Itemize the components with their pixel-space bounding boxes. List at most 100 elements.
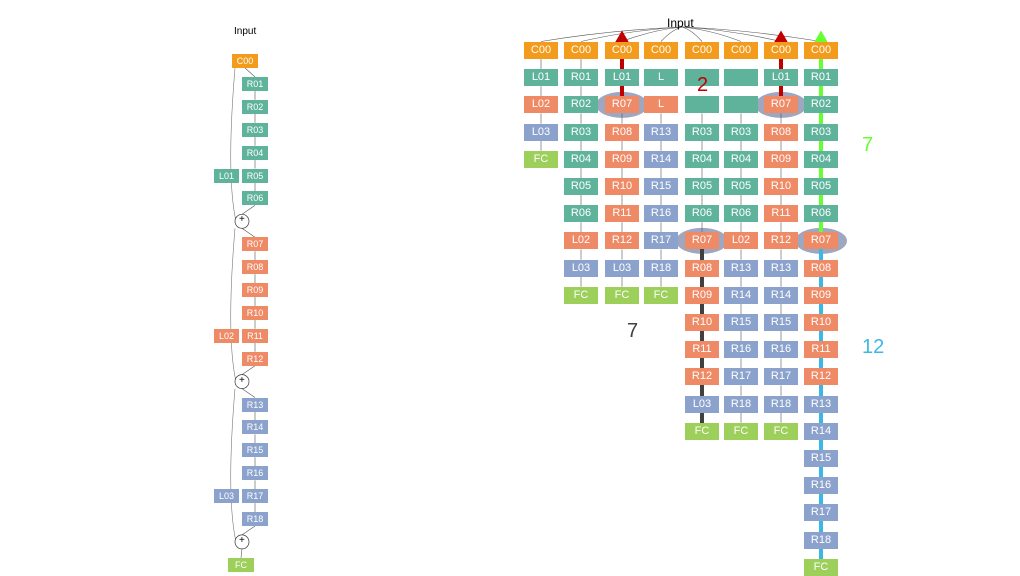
right-input-label: Input	[667, 16, 694, 30]
block-blank	[685, 69, 719, 87]
block-fc: FC	[804, 558, 838, 576]
input-fan-line	[681, 26, 822, 42]
left-block-r02: R02	[242, 99, 268, 114]
left-sum-node	[234, 213, 250, 229]
block-r06: R06	[724, 205, 758, 223]
left-skip-connector	[230, 228, 237, 382]
left-block-r08: R08	[242, 260, 268, 275]
left-block-r05: R05	[242, 168, 268, 183]
left-connector	[241, 388, 256, 398]
left-side-block-l02: L02	[214, 328, 239, 343]
input-fan-line	[660, 26, 683, 42]
left-skip-connector	[230, 67, 237, 222]
block-fc: FC	[605, 286, 639, 304]
block-r09: R09	[605, 150, 639, 168]
left-block-r18: R18	[242, 512, 268, 526]
left-block-r11: R11	[242, 328, 268, 343]
block-c00: C00	[644, 42, 678, 59]
left-sum-node	[234, 374, 250, 389]
left-block-r16: R16	[242, 466, 268, 481]
block-l: L	[644, 69, 678, 87]
block-r13: R13	[804, 395, 838, 413]
left-block-r09: R09	[242, 283, 268, 297]
block-c00: C00	[524, 42, 558, 59]
block-l01: L01	[524, 69, 558, 87]
path-arrow-head	[774, 30, 788, 43]
block-r18: R18	[804, 531, 838, 549]
block-r03: R03	[685, 123, 719, 141]
block-l03: L03	[564, 259, 598, 277]
left-block-c00: C00	[232, 54, 258, 68]
block-r15: R15	[804, 450, 838, 467]
block-r10: R10	[605, 178, 639, 195]
left-block-r17: R17	[242, 489, 268, 504]
block-r18: R18	[724, 395, 758, 413]
left-block-r07: R07	[242, 237, 268, 252]
block-r10: R10	[804, 314, 838, 331]
left-block-r03: R03	[242, 122, 268, 137]
block-r17: R17	[724, 368, 758, 386]
block-l: L	[644, 96, 678, 114]
block-r11: R11	[685, 341, 719, 359]
left-sum-node	[234, 534, 250, 550]
block-r17: R17	[644, 232, 678, 250]
block-l02: L02	[524, 96, 558, 114]
block-r02: R02	[804, 96, 838, 114]
block-r04: R04	[685, 150, 719, 168]
block-r05: R05	[685, 178, 719, 195]
block-r13: R13	[644, 123, 678, 141]
block-blank	[724, 96, 758, 114]
left-block-r01: R01	[242, 76, 268, 91]
block-r15: R15	[644, 178, 678, 195]
block-l03: L03	[685, 395, 719, 413]
block-r14: R14	[764, 286, 798, 304]
left-block-r06: R06	[242, 191, 268, 206]
block-r16: R16	[644, 205, 678, 223]
block-r15: R15	[764, 314, 798, 331]
path-length-label: 7	[627, 320, 639, 342]
block-c00: C00	[605, 42, 639, 59]
left-skip-connector	[230, 388, 237, 543]
left-block-r12: R12	[242, 351, 268, 366]
block-fc: FC	[524, 150, 558, 168]
block-c00: C00	[724, 42, 758, 59]
block-l02: L02	[724, 232, 758, 250]
block-r11: R11	[764, 205, 798, 223]
block-r06: R06	[685, 205, 719, 223]
block-r12: R12	[685, 368, 719, 386]
block-r16: R16	[804, 477, 838, 495]
block-r14: R14	[804, 422, 838, 440]
left-side-block-l03: L03	[214, 489, 239, 504]
block-r04: R04	[564, 150, 598, 168]
block-r11: R11	[804, 341, 838, 359]
block-r12: R12	[764, 232, 798, 250]
left-block-r13: R13	[242, 397, 268, 412]
block-r03: R03	[724, 123, 758, 141]
block-c00: C00	[685, 42, 719, 59]
block-c00: C00	[804, 42, 838, 59]
path-arrow-head	[814, 30, 828, 43]
input-fan-line	[580, 26, 683, 42]
block-r07: R07	[605, 96, 639, 114]
block-r13: R13	[764, 259, 798, 277]
left-block-r04: R04	[242, 145, 268, 160]
block-r14: R14	[724, 286, 758, 304]
left-connector	[241, 365, 256, 375]
block-r09: R09	[804, 286, 838, 304]
block-r06: R06	[564, 205, 598, 223]
block-l03: L03	[605, 259, 639, 277]
block-r09: R09	[685, 286, 719, 304]
path-length-label: 7	[862, 134, 874, 156]
block-fc: FC	[764, 422, 798, 440]
block-r12: R12	[605, 232, 639, 250]
block-r03: R03	[564, 123, 598, 141]
block-r17: R17	[764, 368, 798, 386]
block-l01: L01	[764, 69, 798, 87]
block-l02: L02	[564, 232, 598, 250]
block-r08: R08	[685, 259, 719, 277]
block-r02: R02	[564, 96, 598, 114]
path-length-label: 2	[697, 74, 709, 96]
left-block-r10: R10	[242, 305, 268, 320]
left-block-r15: R15	[242, 443, 268, 458]
